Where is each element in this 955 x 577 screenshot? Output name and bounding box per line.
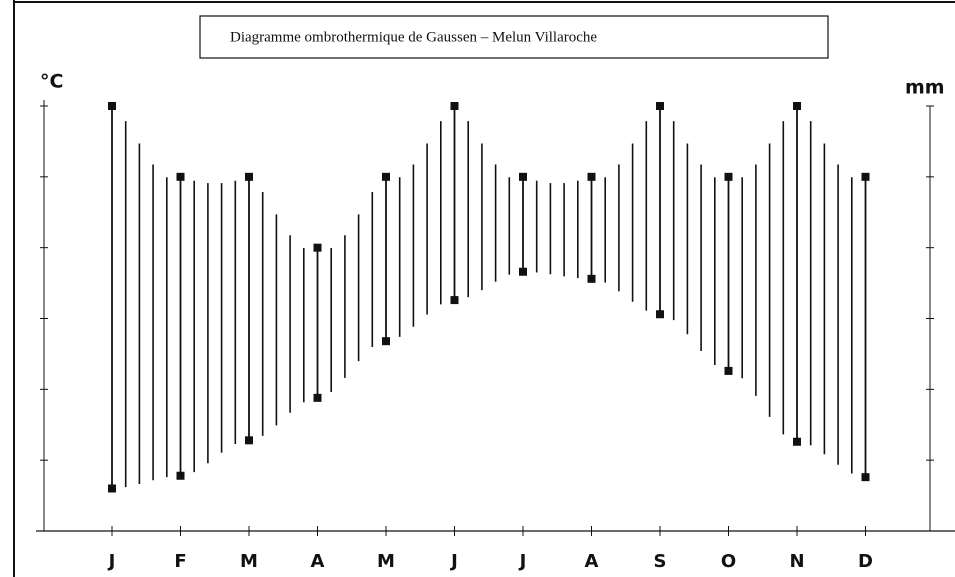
temperature-point bbox=[724, 366, 733, 375]
precipitation-point bbox=[793, 102, 801, 110]
x-tick-label: M bbox=[377, 551, 395, 572]
precipitation-point bbox=[313, 243, 322, 252]
x-tick-label: A bbox=[311, 551, 325, 572]
x-tick-label: F bbox=[174, 551, 186, 572]
temperature-point bbox=[587, 274, 596, 283]
x-tick-label: J bbox=[449, 551, 458, 572]
temperature-point bbox=[656, 310, 664, 319]
precipitation-point bbox=[587, 172, 596, 181]
precipitation-point bbox=[450, 102, 459, 110]
temperature-point bbox=[245, 436, 253, 445]
y2-axis-label: mm bbox=[905, 77, 945, 99]
precipitation-point bbox=[176, 172, 185, 181]
x-tick-label: S bbox=[654, 551, 667, 572]
precipitation-point bbox=[724, 172, 733, 181]
temperature-point bbox=[793, 437, 801, 446]
precipitation-point bbox=[245, 172, 253, 181]
x-tick-label: O bbox=[721, 551, 736, 572]
precipitation-point bbox=[519, 172, 527, 181]
precipitation-point bbox=[656, 102, 664, 110]
x-tick-label: D bbox=[858, 551, 873, 572]
temperature-point bbox=[519, 267, 527, 276]
precipitation-point bbox=[108, 102, 116, 110]
precipitation-point bbox=[382, 172, 390, 181]
x-tick-label: J bbox=[107, 551, 116, 572]
temperature-point bbox=[108, 484, 116, 493]
temperature-point bbox=[861, 473, 870, 482]
x-tick-label: A bbox=[585, 551, 599, 572]
y-axis-label: °C bbox=[40, 71, 63, 93]
x-tick-label: N bbox=[789, 551, 804, 572]
x-tick-label: J bbox=[518, 551, 527, 572]
temperature-point bbox=[176, 471, 185, 480]
temperature-point bbox=[313, 393, 322, 402]
precipitation-point bbox=[861, 172, 870, 181]
title-box bbox=[199, 15, 829, 59]
temperature-point bbox=[450, 296, 459, 305]
temperature-point bbox=[382, 337, 390, 346]
x-tick-label: M bbox=[240, 551, 258, 572]
chart-title: Diagramme ombrothermique de Gaussen – Me… bbox=[230, 29, 597, 45]
